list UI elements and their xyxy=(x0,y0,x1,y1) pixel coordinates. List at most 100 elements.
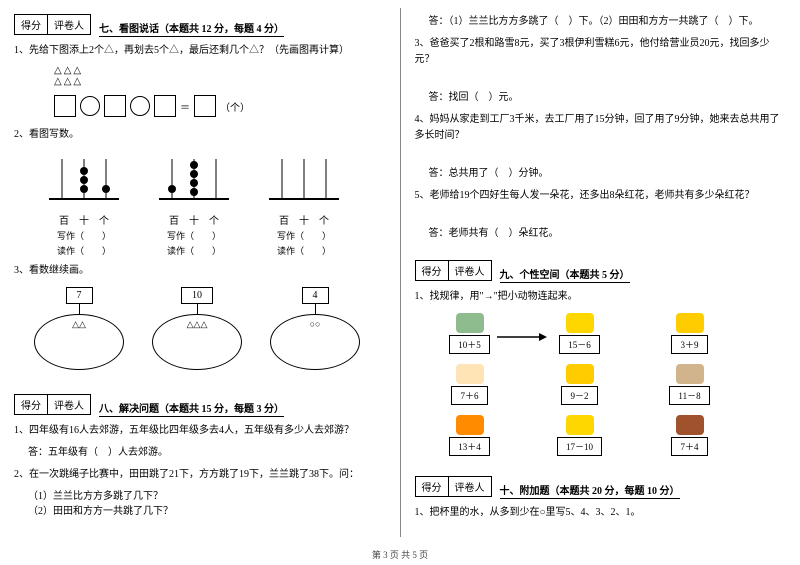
sec10-q1: 1、把杯里的水，从多到少在○里写5、4、3、2、1。 xyxy=(415,505,787,521)
abacus-1: 百 十 个 写作（ ） 读作（ ） xyxy=(44,149,124,257)
page-columns: 得分 评卷人 七、看图说话（本题共 12 分，每题 4 分） 1、先给下图添上2… xyxy=(0,0,800,545)
sec8-a5: 答：老师共有（ ）朵红花。 xyxy=(429,226,787,242)
sec7-q3: 3、看数继续画。 xyxy=(14,263,386,279)
animal-expression: 9－2 xyxy=(561,386,597,405)
abacus-svg xyxy=(264,149,344,209)
animal-expression: 11－8 xyxy=(669,386,709,405)
tri-row2: △△△ xyxy=(54,76,386,87)
blank-square xyxy=(104,95,126,117)
sec8-q2a: （1）兰兰比方方多跳了几下？ xyxy=(28,487,386,502)
left-column: 得分 评卷人 七、看图说话（本题共 12 分，每题 4 分） 1、先给下图添上2… xyxy=(0,0,400,545)
oval-unit-2: 10 △△△ xyxy=(152,287,242,370)
oval-content: △△ xyxy=(72,319,86,330)
animal-icon xyxy=(566,415,594,435)
score-label: 得分 xyxy=(15,395,48,414)
animal-expression: 15－6 xyxy=(559,335,600,354)
oval-num: 4 xyxy=(302,287,329,304)
sec8-q4: 4、妈妈从家走到工厂3千米，去工厂用了15分钟，回了用了9分钟，她来去总共用了多… xyxy=(415,112,787,144)
abacus-3: 百 十 个 写作（ ） 读作（ ） xyxy=(264,149,344,257)
sec8-a4: 答：总共用了（ ）分钟。 xyxy=(429,166,787,182)
blank-square xyxy=(154,95,176,117)
abacus-header: 百 十 个 xyxy=(154,212,234,227)
sec9-header: 得分 评卷人 九、个性空间（本题共 5 分） xyxy=(415,260,787,283)
oval-unit-3: 4 ○○ xyxy=(270,287,360,370)
sec8-q3: 3、爸爸买了2根和路雪8元，买了3根伊利雪糕6元，他付给营业员20元，找回多少元… xyxy=(415,36,787,68)
oval-shape: △△△ xyxy=(152,314,242,370)
unit: （个） xyxy=(220,99,250,114)
abacus-2: 百 十 个 写作（ ） 读作（ ） xyxy=(154,149,234,257)
sec7-q2: 2、看图写数。 xyxy=(14,127,386,143)
score-box: 得分 评卷人 xyxy=(14,14,91,35)
read-label: 读作（ ） xyxy=(264,244,344,257)
right-column: 答：（1）兰兰比方方多跳了（ ）下。（2）田田和方方一共跳了（ ）下。 3、爸爸… xyxy=(401,0,800,545)
score-label: 得分 xyxy=(15,15,48,34)
grader-label: 评卷人 xyxy=(449,477,491,496)
oval-unit-1: 7 △△ xyxy=(34,287,124,370)
grader-label: 评卷人 xyxy=(449,261,491,280)
connector xyxy=(315,304,316,314)
sec8-a1: 答：五年级有（ ）人去郊游。 xyxy=(28,445,386,461)
animal-icon xyxy=(676,415,704,435)
sec7-q1: 1、先给下图添上2个△，再划去5个△，最后还剩几个△？（先画图再计算） xyxy=(14,43,386,59)
animal-item: 13＋4 xyxy=(425,415,515,456)
animal-icon xyxy=(456,364,484,384)
animal-item: 7＋6 xyxy=(425,364,515,405)
sec10-header: 得分 评卷人 十、附加题（本题共 20 分，每题 10 分） xyxy=(415,476,787,499)
abacus-header: 百 十 个 xyxy=(264,212,344,227)
sec7-header: 得分 评卷人 七、看图说话（本题共 12 分，每题 4 分） xyxy=(14,14,386,37)
oval-content: ○○ xyxy=(310,319,321,329)
animal-icon xyxy=(566,364,594,384)
blank-square xyxy=(194,95,216,117)
connector xyxy=(79,304,80,314)
animal-expression: 17－10 xyxy=(557,437,602,456)
read-label: 读作（ ） xyxy=(44,244,124,257)
sec8-q5: 5、老师给19个四好生每人发一朵花，还多出8朵红花，老师共有多少朵红花？ xyxy=(415,188,787,204)
animal-grid: 10＋5 15－6 3＋9 7＋6 9－2 11－8 13＋4 17－10 7＋4 xyxy=(425,313,787,456)
animal-item: 17－10 xyxy=(535,415,625,456)
grader-label: 评卷人 xyxy=(48,15,90,34)
oval-num: 10 xyxy=(181,287,213,304)
equation-row: ＝ （个） xyxy=(54,95,386,117)
animal-item: 7＋4 xyxy=(645,415,735,456)
score-box: 得分 评卷人 xyxy=(14,394,91,415)
animal-item: 3＋9 xyxy=(645,313,735,354)
score-box: 得分 评卷人 xyxy=(415,476,492,497)
tri-row1: △△△ xyxy=(54,65,386,76)
read-label: 读作（ ） xyxy=(154,244,234,257)
blank-circle xyxy=(80,96,100,116)
sec8-header: 得分 评卷人 八、解决问题（本题共 15 分，每题 3 分） xyxy=(14,394,386,417)
sec7-title: 七、看图说话（本题共 12 分，每题 4 分） xyxy=(99,20,284,37)
triangle-rows: △△△ △△△ xyxy=(54,65,386,87)
animal-icon xyxy=(676,313,704,333)
equals: ＝ xyxy=(180,99,190,114)
connector xyxy=(197,304,198,314)
arrow-icon xyxy=(497,331,547,343)
animal-icon xyxy=(566,313,594,333)
sec8-q2b: （2）田田和方方一共跳了几下？ xyxy=(28,502,386,517)
oval-shape: △△ xyxy=(34,314,124,370)
sec8-q1: 1、四年级有16人去郊游，五年级比四年级多去4人，五年级有多少人去郊游？ xyxy=(14,423,386,439)
abacus-row: 百 十 个 写作（ ） 读作（ ） 百 十 个 写作（ ） 读作（ ） xyxy=(44,149,386,257)
animal-item: 11－8 xyxy=(645,364,735,405)
ovals-row: 7 △△ 10 △△△ 4 ○○ xyxy=(34,287,386,370)
blank-circle xyxy=(130,96,150,116)
sec10-title: 十、附加题（本题共 20 分，每题 10 分） xyxy=(500,482,680,499)
write-label: 写作（ ） xyxy=(154,229,234,242)
sec9-q1: 1、找规律，用"→"把小动物连起来。 xyxy=(415,289,787,305)
animal-icon xyxy=(456,313,484,333)
abacus-header: 百 十 个 xyxy=(44,212,124,227)
page-footer: 第 3 页 共 5 页 xyxy=(0,548,800,561)
animal-expression: 10＋5 xyxy=(449,335,490,354)
oval-num: 7 xyxy=(66,287,93,304)
abacus-svg xyxy=(154,149,234,209)
score-box: 得分 评卷人 xyxy=(415,260,492,281)
sec9-title: 九、个性空间（本题共 5 分） xyxy=(500,266,630,283)
score-label: 得分 xyxy=(416,261,449,280)
animal-item: 9－2 xyxy=(535,364,625,405)
sec8-a2: 答：（1）兰兰比方方多跳了（ ）下。（2）田田和方方一共跳了（ ）下。 xyxy=(429,14,787,30)
sec8-title: 八、解决问题（本题共 15 分，每题 3 分） xyxy=(99,400,284,417)
animal-icon xyxy=(456,415,484,435)
write-label: 写作（ ） xyxy=(264,229,344,242)
animal-icon xyxy=(676,364,704,384)
sec8-a3: 答：找回（ ）元。 xyxy=(429,90,787,106)
